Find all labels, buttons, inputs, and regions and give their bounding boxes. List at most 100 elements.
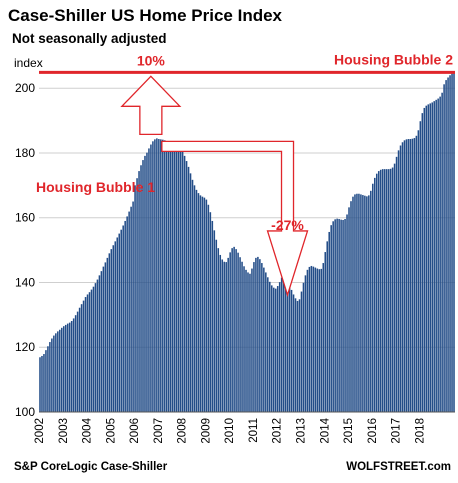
bar [348, 207, 350, 412]
bar [407, 139, 410, 412]
bar [171, 144, 174, 412]
bar [88, 292, 91, 412]
bar [219, 254, 222, 412]
bar [187, 166, 190, 412]
bar [80, 304, 83, 412]
bar [136, 178, 138, 412]
bar [318, 269, 321, 412]
bar [276, 286, 279, 412]
bar [241, 261, 243, 412]
y-tick-label: 100 [15, 405, 35, 419]
bar [269, 281, 271, 412]
bar [405, 139, 408, 412]
bar [72, 318, 75, 412]
bar [203, 197, 206, 412]
bar [96, 279, 99, 412]
x-tick-label: 2017 [391, 418, 403, 444]
bar [397, 150, 400, 412]
bar [362, 195, 364, 412]
bar [243, 266, 245, 412]
bar [326, 241, 329, 412]
bar [278, 282, 281, 412]
bar [312, 266, 315, 412]
bar [167, 142, 170, 412]
bar [86, 294, 89, 412]
x-tick-label: 2005 [105, 418, 117, 444]
bar [122, 225, 124, 412]
bar [253, 262, 255, 412]
bar [415, 135, 418, 413]
bar [403, 140, 406, 413]
bar [433, 101, 435, 413]
y-tick-label: 180 [15, 146, 35, 160]
bar [134, 185, 136, 412]
bar [104, 262, 107, 412]
y-tick-label: 120 [15, 340, 35, 354]
x-tick-label: 2014 [319, 417, 331, 443]
bar [372, 183, 374, 412]
x-tick-label: 2007 [153, 418, 165, 444]
bar [231, 248, 233, 412]
bar [130, 206, 132, 412]
bar [70, 321, 73, 412]
bar [340, 219, 342, 412]
bar [310, 265, 313, 412]
bubble1-label: Housing Bubble 1 [36, 179, 155, 195]
x-tick-label: 2018 [414, 418, 426, 444]
bar [314, 267, 317, 412]
bar [399, 145, 402, 412]
bar [221, 259, 224, 412]
bar [118, 233, 121, 412]
bar [100, 271, 103, 412]
bar [377, 171, 380, 412]
bar [445, 80, 447, 412]
bar [344, 219, 346, 412]
bar [116, 237, 119, 412]
bar [233, 246, 235, 412]
bar [251, 268, 253, 412]
bar [132, 201, 134, 412]
bar [332, 221, 334, 412]
bar [439, 96, 441, 412]
bar [165, 141, 168, 413]
bar [142, 160, 144, 412]
bar [346, 214, 348, 412]
bar [249, 273, 251, 412]
y-axis-label: index [14, 56, 43, 70]
bar [286, 279, 289, 412]
bar [114, 241, 117, 412]
bar [90, 289, 93, 412]
bar [288, 284, 291, 412]
bar [154, 139, 156, 412]
source-label: S&P CoreLogic Case-Shiller [14, 461, 168, 473]
bar [417, 130, 420, 413]
bar [61, 327, 63, 412]
y-tick-label: 140 [15, 275, 35, 289]
bar [352, 196, 354, 412]
bar [255, 257, 257, 412]
bar [164, 140, 166, 413]
bar [197, 193, 200, 412]
chart-title: Case-Shiller US Home Price Index [8, 6, 283, 25]
bar [259, 259, 261, 412]
bar [302, 282, 305, 412]
x-tick-label: 2008 [177, 418, 189, 444]
bar [393, 163, 396, 412]
x-tick-label: 2002 [34, 418, 46, 444]
bar [39, 357, 41, 412]
bar [62, 326, 65, 412]
bar [366, 196, 368, 412]
bar [191, 179, 194, 412]
x-tick-label: 2010 [224, 418, 236, 444]
x-tick-label: 2006 [129, 418, 141, 444]
bar [126, 216, 128, 412]
bar [173, 145, 176, 412]
x-tick-label: 2004 [82, 417, 94, 443]
bar [381, 169, 384, 412]
bar [342, 219, 344, 412]
x-tick-label: 2009 [200, 418, 212, 444]
bar [284, 275, 287, 412]
bar [64, 324, 67, 412]
